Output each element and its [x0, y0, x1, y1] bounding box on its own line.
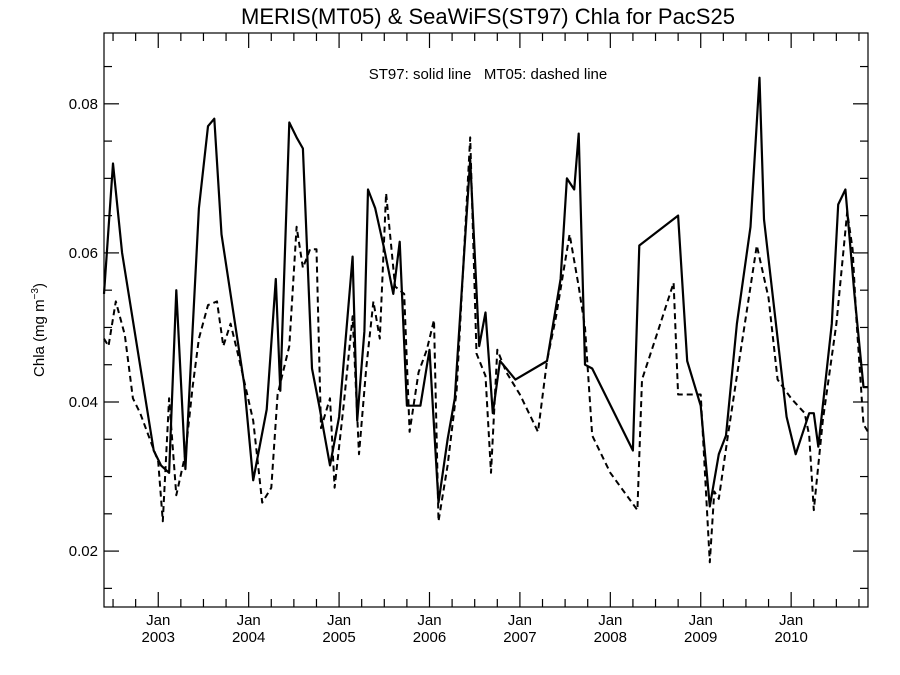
x-tick-label-year: 2003: [142, 629, 175, 646]
x-tick-label-year: 2004: [232, 629, 265, 646]
y-axis-label-superscript: −3: [30, 288, 41, 300]
series-line-mt05-dashed: [103, 136, 869, 564]
series-layer: [102, 76, 869, 564]
x-tick-label-month: Jan: [417, 612, 441, 629]
x-tick-label-year: 2009: [684, 629, 717, 646]
y-axis-ticks: 0.02 0.04 0.06 0.08: [69, 65, 868, 589]
x-tick-label-year: 2005: [322, 629, 355, 646]
series-line-st97-solid: [102, 76, 868, 508]
x-tick-label-month: Jan: [779, 612, 803, 629]
x-tick-label-month: Jan: [508, 612, 532, 629]
x-tick-label-month: Jan: [689, 612, 713, 629]
x-tick-label-year: 2008: [594, 629, 627, 646]
plot-frame: [103, 32, 869, 608]
y-axis-label: Chla (mg m−3): [30, 283, 48, 377]
x-axis-ticks: Jan2003Jan2004Jan2005Jan2006Jan2007Jan20…: [112, 33, 860, 646]
y-axis-label-main: Chla (mg m: [31, 299, 48, 377]
legend-annotation: ST97: solid line MT05: dashed line: [369, 66, 607, 83]
y-tick-label: 0.08: [69, 96, 98, 113]
x-tick-label-year: 2006: [413, 629, 446, 646]
chart-title: MERIS(MT05) & SeaWiFS(ST97) Chla for Pac…: [241, 4, 735, 29]
x-tick-label-month: Jan: [237, 612, 261, 629]
y-tick-label: 0.06: [69, 245, 98, 262]
x-tick-label-year: 2007: [503, 629, 536, 646]
y-tick-label: 0.04: [69, 394, 98, 411]
x-tick-label-month: Jan: [598, 612, 622, 629]
x-tick-label-month: Jan: [327, 612, 351, 629]
x-tick-label-year: 2010: [774, 629, 807, 646]
axes-frame: [103, 32, 869, 608]
y-axis-label-close: ): [31, 283, 48, 288]
y-tick-label: 0.02: [69, 543, 98, 560]
x-tick-label-month: Jan: [146, 612, 170, 629]
